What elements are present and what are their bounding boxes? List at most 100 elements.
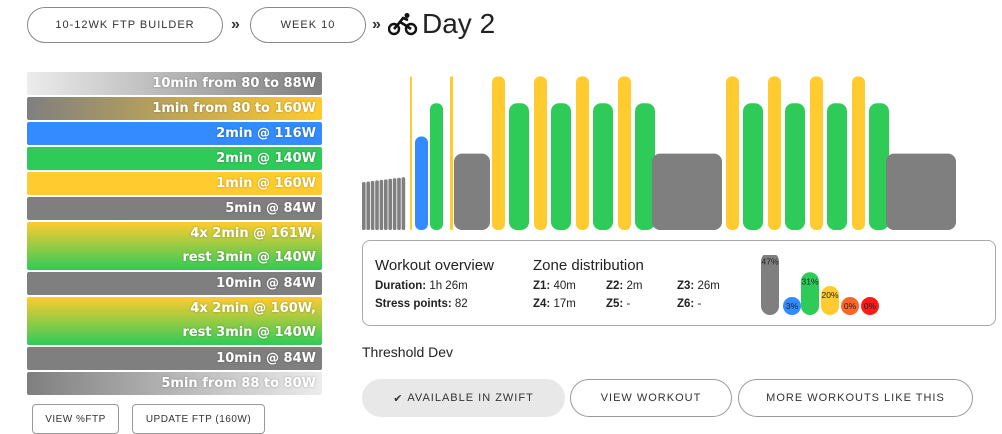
zone-distribution-chart: 47% 3% 31%20% 0% 0% — [761, 255, 879, 315]
chart-bar — [886, 153, 956, 230]
overview-title: Workout overview — [375, 257, 494, 274]
chart-bar — [551, 103, 571, 230]
zone-value: 40m — [553, 280, 576, 292]
stress-row: Stress points: 82 — [375, 298, 468, 310]
zone-label: Z5: — [606, 298, 624, 310]
interval-row: 2min @ 140W — [27, 147, 322, 170]
chart-bar — [576, 76, 589, 231]
interval-text: 10min from 80 to 88W — [152, 76, 316, 91]
duration-row: Duration: 1h 26m — [375, 280, 468, 292]
chart-bar — [593, 103, 613, 230]
interval-text: 2min @ 140W — [216, 151, 316, 166]
chart-bar — [388, 178, 392, 230]
chart-bar — [450, 76, 453, 231]
view-workout-button[interactable]: VIEW WORKOUT — [570, 379, 732, 417]
chart-bar — [509, 103, 529, 230]
zone-dist-label: 20% — [821, 290, 838, 300]
check-icon: ✔ — [393, 392, 404, 405]
chart-bar — [869, 103, 889, 230]
more-workouts-button[interactable]: MORE WORKOUTS LIKE THIS — [738, 379, 973, 417]
chart-bar — [392, 178, 397, 230]
chart-bar — [454, 153, 490, 230]
view-ftp-button[interactable]: VIEW %FTP — [32, 404, 119, 434]
chart-bar — [430, 103, 443, 230]
stress-label: Stress points: — [375, 298, 452, 310]
available-in-zwift-button[interactable]: ✔ AVAILABLE IN ZWIFT — [362, 379, 565, 417]
zone-dist-bar — [761, 255, 779, 315]
workout-overview-panel: Workout overview Duration: 1h 26m Stress… — [362, 240, 996, 326]
duration-label: Duration: — [375, 280, 427, 292]
zone-value: - — [697, 298, 702, 310]
interval-text: 1min from 80 to 160W — [152, 101, 316, 116]
available-in-zwift-label: AVAILABLE IN ZWIFT — [407, 392, 534, 404]
zone-z3: Z3: 26m — [677, 280, 720, 292]
interval-text: rest 3min @ 140W — [182, 250, 316, 265]
chart-bar — [743, 103, 763, 230]
breadcrumb-plan-button[interactable]: 10-12WK FTP BUILDER — [27, 7, 223, 43]
chart-bar — [635, 103, 655, 230]
chart-bar — [366, 181, 370, 230]
zone-dist-bar — [801, 272, 819, 315]
chart-bar — [410, 76, 412, 231]
update-ftp-button[interactable]: UPDATE FTP (160W) — [132, 404, 265, 434]
page-title-text: Day 2 — [422, 8, 496, 39]
stress-value: 82 — [454, 298, 468, 310]
zone-dist-label: 3% — [786, 301, 799, 311]
interval-row: 1min @ 160W — [27, 172, 322, 195]
chart-bar — [726, 76, 739, 231]
workout-chart — [362, 76, 956, 231]
chart-bar — [370, 180, 375, 230]
chart-bar — [375, 180, 379, 230]
interval-row: 4x 2min @ 160W, rest 3min @ 140W — [27, 297, 322, 345]
interval-row: 5min @ 84W — [27, 197, 322, 220]
zone-dist-bar — [861, 297, 879, 315]
breadcrumb-week-button[interactable]: WEEK 10 — [250, 7, 366, 43]
zone-dist-label: 0% — [864, 301, 877, 311]
interval-text: 5min @ 84W — [225, 201, 316, 216]
interval-text: 10min @ 84W — [216, 351, 316, 366]
zone-value: 26m — [697, 280, 720, 292]
interval-text: 2min @ 116W — [216, 126, 316, 141]
chart-bar — [652, 153, 722, 230]
duration-value: 1h 26m — [429, 280, 468, 292]
breadcrumb-separator: » — [372, 16, 381, 33]
interval-row: 5min from 88 to 80W — [27, 372, 322, 395]
chart-bar — [492, 76, 505, 231]
interval-text: 10min @ 84W — [216, 276, 316, 291]
page-title: Day 2 — [388, 8, 495, 40]
interval-text: 5min from 88 to 80W — [161, 376, 316, 391]
zone-distribution-title: Zone distribution — [533, 257, 644, 274]
zone-label: Z1: — [533, 280, 551, 292]
chart-bar — [768, 76, 781, 231]
zone-z5: Z5: - — [606, 298, 630, 310]
interval-row: 4x 2min @ 161W, rest 3min @ 140W — [27, 222, 322, 270]
zone-label: Z4: — [533, 298, 551, 310]
interval-row: 1min from 80 to 160W — [27, 97, 322, 120]
interval-text: 4x 2min @ 160W, — [190, 301, 316, 316]
interval-row: 10min @ 84W — [27, 272, 322, 295]
workout-name: Threshold Dev — [362, 344, 454, 360]
zone-label: Z2: — [606, 280, 624, 292]
chart-bar — [362, 182, 366, 230]
interval-list: 10min from 80 to 88W 1min from 80 to 160W… — [27, 72, 322, 397]
interval-text: rest 3min @ 140W — [182, 325, 316, 340]
interval-text: 1min @ 160W — [216, 176, 316, 191]
chart-bar — [827, 103, 847, 230]
chart-bar — [852, 76, 865, 231]
chart-bar — [785, 103, 805, 230]
zone-label: Z6: — [677, 298, 695, 310]
chart-bar — [415, 136, 428, 230]
chart-bar — [618, 76, 631, 231]
chart-bar — [534, 76, 547, 231]
zone-dist-label: 47% — [761, 256, 778, 266]
chart-bar — [397, 177, 401, 230]
interval-row: 2min @ 116W — [27, 122, 322, 145]
interval-row: 10min from 80 to 88W — [27, 72, 322, 95]
zone-value: 17m — [553, 298, 576, 310]
zone-dist-label: 0% — [844, 301, 857, 311]
zone-z6: Z6: - — [677, 298, 701, 310]
zone-dist-bar — [783, 297, 801, 315]
cyclist-icon — [388, 13, 418, 36]
chart-bar — [379, 179, 384, 230]
chart-bar — [401, 177, 406, 230]
